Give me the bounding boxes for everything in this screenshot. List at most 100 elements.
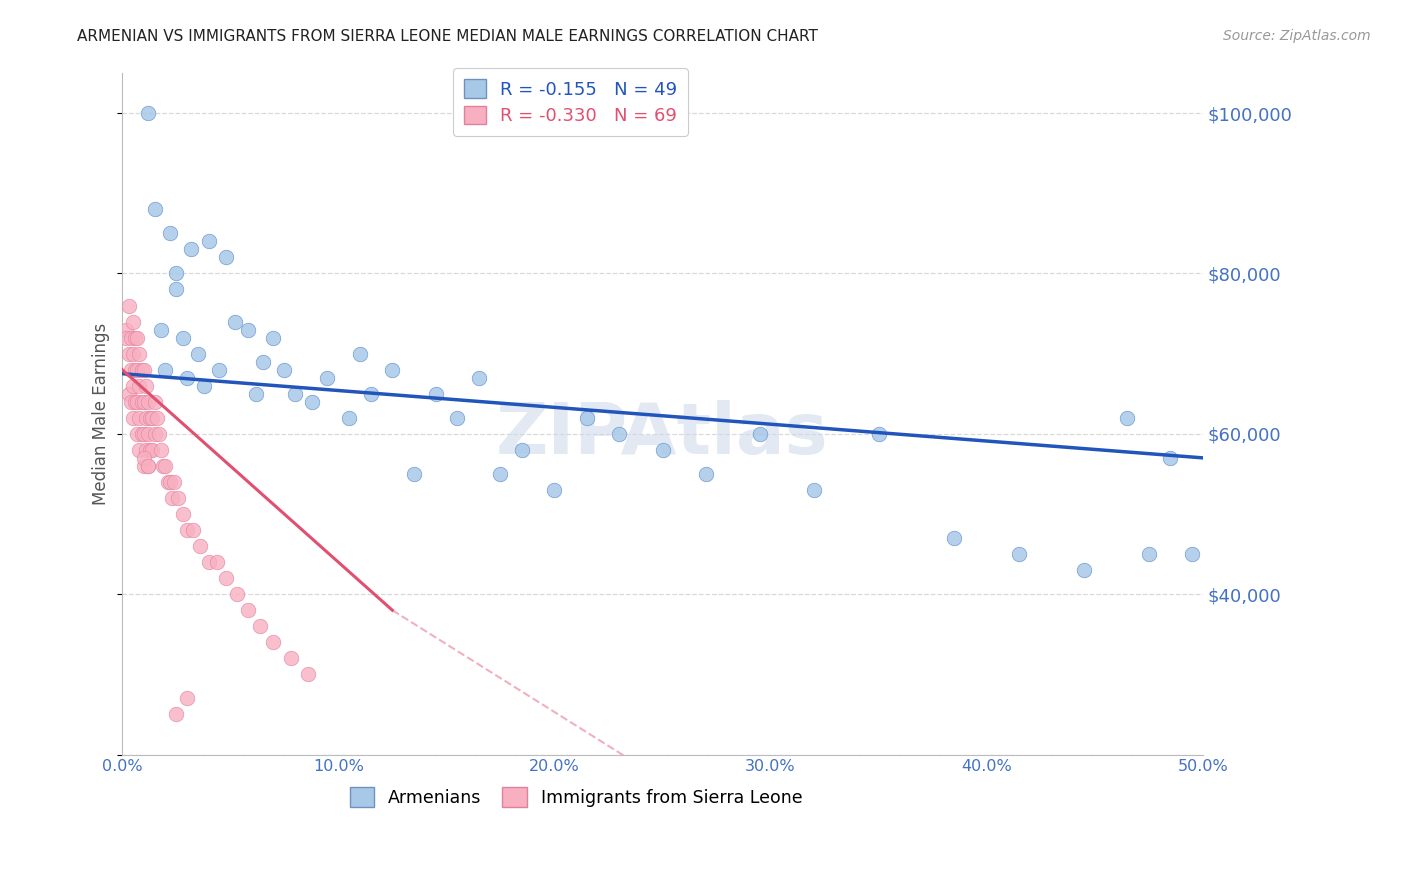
Point <box>337 410 360 425</box>
Point <box>127 362 149 376</box>
Point <box>136 458 159 473</box>
Point <box>468 370 491 384</box>
Point <box>1073 563 1095 577</box>
Point <box>124 330 146 344</box>
Point <box>131 426 153 441</box>
Point <box>122 314 145 328</box>
Point <box>262 330 284 344</box>
Point <box>273 362 295 376</box>
Point <box>748 426 770 441</box>
Point <box>143 394 166 409</box>
Point <box>117 386 139 401</box>
Point <box>510 442 533 457</box>
Point <box>127 394 149 409</box>
Point <box>115 322 138 336</box>
Point <box>135 378 157 392</box>
Point <box>120 362 142 376</box>
Point <box>150 442 173 457</box>
Text: ARMENIAN VS IMMIGRANTS FROM SIERRA LEONE MEDIAN MALE EARNINGS CORRELATION CHART: ARMENIAN VS IMMIGRANTS FROM SIERRA LEONE… <box>77 29 818 44</box>
Point <box>127 426 149 441</box>
Point <box>155 458 177 473</box>
Point <box>165 283 187 297</box>
Point <box>245 386 267 401</box>
Point <box>132 426 155 441</box>
Point <box>136 458 159 473</box>
Point <box>139 410 162 425</box>
Point <box>236 603 259 617</box>
Point <box>122 378 145 392</box>
Point <box>1137 547 1160 561</box>
Point <box>215 571 238 585</box>
Point <box>236 322 259 336</box>
Point <box>128 346 150 360</box>
Point <box>297 667 319 681</box>
Point <box>349 346 371 360</box>
Point <box>381 362 404 376</box>
Point <box>132 458 155 473</box>
Point <box>651 442 673 457</box>
Point <box>143 202 166 217</box>
Text: Source: ZipAtlas.com: Source: ZipAtlas.com <box>1223 29 1371 43</box>
Point <box>316 370 339 384</box>
Point <box>207 555 229 569</box>
Point <box>120 330 142 344</box>
Point <box>128 410 150 425</box>
Point <box>446 410 468 425</box>
Point <box>135 410 157 425</box>
Point <box>425 386 447 401</box>
Point <box>402 467 425 481</box>
Legend: Armenians, Immigrants from Sierra Leone: Armenians, Immigrants from Sierra Leone <box>343 780 808 814</box>
Point <box>122 410 145 425</box>
Point <box>155 362 177 376</box>
Point <box>868 426 890 441</box>
Point <box>188 539 211 553</box>
Point <box>543 483 565 497</box>
Y-axis label: Median Male Earnings: Median Male Earnings <box>93 323 110 505</box>
Point <box>1008 547 1031 561</box>
Point <box>135 442 157 457</box>
Point <box>145 410 167 425</box>
Text: ZIPAtlas: ZIPAtlas <box>496 400 828 468</box>
Point <box>1181 547 1204 561</box>
Point <box>208 362 231 376</box>
Point <box>225 587 247 601</box>
Point <box>156 475 179 489</box>
Point <box>139 442 162 457</box>
Point <box>360 386 382 401</box>
Point <box>131 394 153 409</box>
Point <box>262 635 284 649</box>
Point <box>193 378 215 392</box>
Point <box>215 251 238 265</box>
Point <box>141 442 163 457</box>
Point <box>136 426 159 441</box>
Point <box>249 619 271 633</box>
Point <box>115 330 138 344</box>
Point <box>128 442 150 457</box>
Point <box>127 330 149 344</box>
Point <box>197 235 219 249</box>
Point <box>117 299 139 313</box>
Point <box>943 531 966 545</box>
Point <box>1159 450 1181 465</box>
Point <box>301 394 323 409</box>
Point <box>284 386 307 401</box>
Point <box>141 410 163 425</box>
Point <box>172 330 194 344</box>
Point <box>132 362 155 376</box>
Point <box>803 483 825 497</box>
Point <box>165 267 187 281</box>
Point <box>187 346 209 360</box>
Point <box>575 410 598 425</box>
Point <box>183 523 205 537</box>
Point <box>165 707 187 722</box>
Point <box>159 475 181 489</box>
Point <box>163 475 186 489</box>
Point <box>607 426 630 441</box>
Point <box>224 314 246 328</box>
Point <box>150 322 173 336</box>
Point <box>695 467 717 481</box>
Point <box>136 106 159 120</box>
Point <box>176 691 198 706</box>
Point <box>122 346 145 360</box>
Point <box>167 491 190 505</box>
